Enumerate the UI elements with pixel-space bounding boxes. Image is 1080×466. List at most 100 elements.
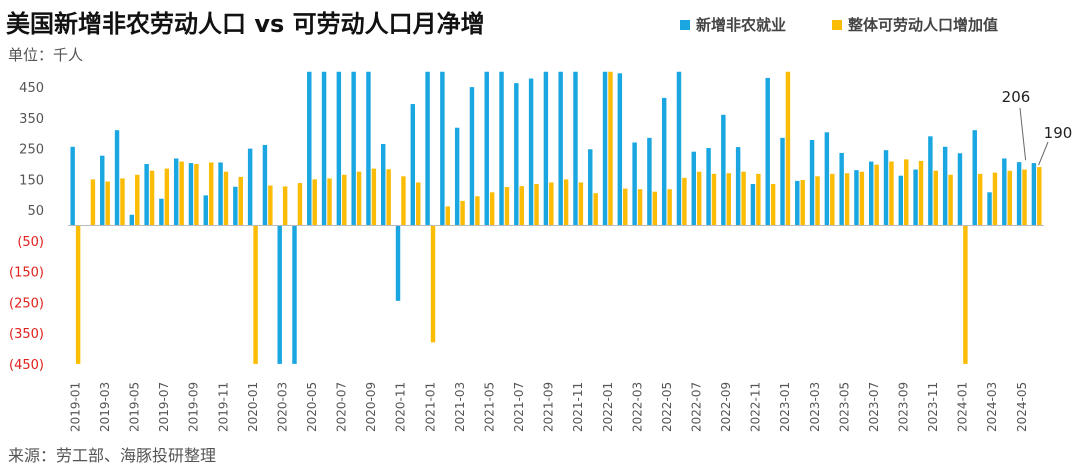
bar-labor [489, 192, 495, 226]
bar-jobs [129, 214, 135, 226]
bar-jobs [70, 146, 75, 226]
bar-labor [430, 225, 436, 343]
bar-labor [963, 225, 968, 364]
annotation-label: 206 [1002, 88, 1031, 106]
bar-labor [519, 186, 524, 226]
y-tick-label: (150) [9, 266, 44, 281]
bar-jobs [661, 97, 667, 226]
bar-jobs [706, 148, 711, 226]
bar-jobs [647, 137, 652, 226]
bar-labor [297, 183, 303, 226]
x-tick-label: 2021-09 [542, 382, 556, 432]
x-tick-label: 2019-11 [216, 382, 230, 432]
x-tick-label: 2021-01 [423, 382, 437, 432]
bar-labor [623, 188, 628, 226]
x-tick-label: 2024-05 [1015, 382, 1029, 432]
y-tick-label: (250) [9, 296, 44, 311]
x-tick-label: 2023-11 [926, 382, 940, 432]
bar-jobs [676, 71, 682, 226]
legend-item-labor: 整体可劳动人口增加值 [832, 14, 998, 35]
x-tick-label: 2020-07 [335, 382, 349, 432]
bar-jobs [159, 198, 164, 226]
bar-jobs [469, 87, 475, 226]
bar-jobs [1031, 163, 1037, 226]
bar-labor [105, 181, 110, 226]
bar-jobs [218, 162, 223, 226]
legend-swatch-jobs [680, 19, 690, 30]
bar-labor [756, 173, 761, 226]
x-tick-label: 2020-09 [364, 382, 378, 432]
bar-labor [356, 171, 362, 226]
bar-labor [682, 177, 687, 226]
bar-labor [874, 164, 879, 226]
bar-labor [327, 178, 332, 226]
bar-jobs [262, 144, 268, 226]
x-tick-label: 2023-05 [837, 382, 851, 432]
y-tick-label: (50) [17, 235, 44, 250]
bar-labor [608, 71, 613, 226]
x-tick-label: 2021-07 [512, 382, 526, 432]
x-tick-label: 2022-01 [601, 382, 615, 432]
bar-jobs [617, 73, 623, 226]
bar-labor [401, 176, 406, 226]
bar-labor [563, 179, 569, 226]
bar-labor [844, 173, 850, 226]
bar-labor [164, 168, 170, 226]
x-tick-label: 2019-03 [98, 382, 112, 432]
bar-labor [149, 170, 155, 226]
bar-jobs [854, 170, 859, 226]
bar-jobs [632, 142, 637, 226]
bar-jobs [499, 71, 504, 226]
bar-labor [726, 173, 731, 226]
y-tick-label: 250 [19, 143, 44, 158]
y-tick-label: (350) [9, 327, 44, 342]
x-tick-label: 2022-07 [689, 382, 703, 432]
bar-labor [652, 191, 658, 226]
bar-chart: 450 350 250 150 50 (50) (150) (250) (350) (450) 20… [9, 71, 1073, 432]
x-tick-label: 2022-05 [660, 382, 674, 432]
x-tick-label: 2022-11 [749, 382, 763, 432]
bar-labor [889, 161, 894, 226]
x-tick-label: 2020-03 [275, 382, 289, 432]
bar-labor [859, 171, 865, 226]
bar-jobs [351, 71, 356, 226]
bar-labor [135, 174, 140, 226]
legend: 新增非农就业 整体可劳动人口增加值 [680, 14, 998, 35]
annotation-label: 190 [1044, 124, 1073, 142]
y-tick-label: 350 [19, 112, 44, 127]
x-tick-label: 2023-03 [808, 382, 822, 432]
bar-labor [179, 161, 184, 226]
bar-jobs [588, 149, 593, 226]
bar-labor [578, 182, 584, 226]
bar-labor [342, 174, 347, 226]
bar-jobs [440, 71, 445, 226]
bar-jobs [188, 163, 194, 226]
annotation-leader [1038, 141, 1049, 166]
bar-jobs [173, 158, 179, 226]
bar-jobs [795, 180, 800, 226]
bar-labor [948, 174, 953, 226]
bar-jobs [691, 151, 696, 226]
bar-jobs [277, 225, 282, 364]
x-tick-label: 2019-01 [68, 382, 82, 432]
x-tick-label: 2020-01 [246, 382, 260, 432]
bar-labor [282, 186, 288, 226]
bar-labor [933, 170, 939, 226]
bar-jobs [972, 130, 977, 226]
bar-jobs [307, 71, 312, 226]
bar-labor [1007, 170, 1012, 226]
bar-labor [800, 179, 805, 226]
bar-labor [90, 179, 96, 226]
bar-jobs [602, 71, 608, 226]
bar-labor [1037, 167, 1042, 226]
bar-jobs [750, 183, 756, 226]
bar-labor [416, 182, 421, 226]
source-note: 来源：劳工部、海豚投研整理 [8, 446, 217, 465]
bar-labor [918, 160, 924, 226]
y-tick-label: 50 [27, 204, 44, 219]
bar-labor [815, 176, 820, 226]
bar-jobs [410, 104, 416, 226]
annotation-leader [1019, 107, 1027, 161]
bar-jobs [321, 71, 327, 226]
bar-labor [992, 172, 998, 226]
